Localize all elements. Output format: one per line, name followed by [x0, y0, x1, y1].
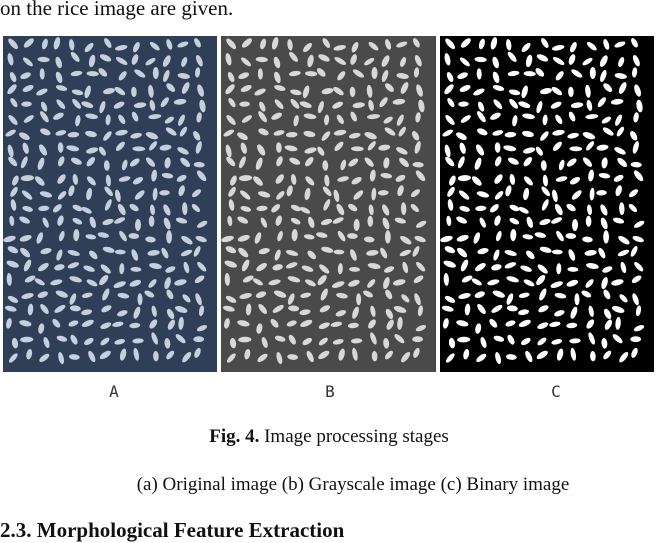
rice-grain: [630, 336, 641, 342]
rice-grain: [412, 336, 423, 342]
figure-number: Fig. 4.: [209, 426, 259, 447]
original-image-panel: [3, 36, 217, 372]
original-rice-image: [3, 36, 217, 372]
rice-grain: [153, 67, 159, 79]
figure-subcaption: (a) Original image (b) Grayscale image (…: [0, 474, 658, 496]
rice-grain: [166, 230, 172, 243]
rice-grain: [590, 67, 596, 79]
figure-title: Image processing stages: [259, 426, 448, 447]
panel-label-c: C: [541, 382, 571, 401]
intro-text: on the rice image are given.: [0, 0, 233, 21]
rice-grain: [193, 336, 204, 342]
figure-caption: Fig. 4. Image processing stages: [0, 426, 658, 448]
rice-grain: [372, 67, 378, 79]
section-heading: 2.3. Morphological Feature Extraction: [0, 518, 344, 543]
binary-image-panel: [440, 36, 654, 372]
panel-label-a: A: [99, 382, 129, 401]
panel-label-b: B: [315, 382, 345, 401]
rice-grain: [603, 230, 609, 243]
binary-rice-image: [440, 36, 654, 372]
rice-grain: [385, 230, 391, 243]
grayscale-image-panel: [221, 36, 436, 372]
grayscale-rice-image: [221, 36, 436, 372]
